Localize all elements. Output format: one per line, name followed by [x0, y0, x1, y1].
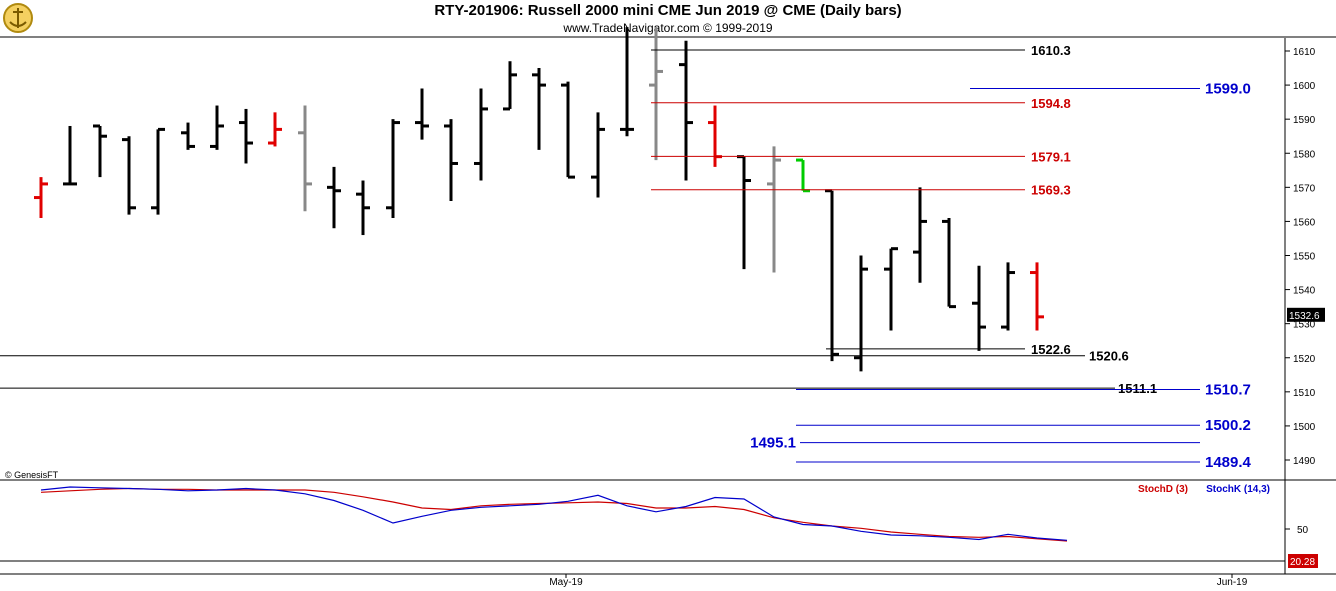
price-tick-label: 1510 [1293, 388, 1316, 399]
level-label: 1489.4 [1205, 454, 1252, 471]
ohlc-bar [854, 255, 868, 372]
price-tick-label: 1540 [1293, 286, 1316, 297]
ohlc-bar [268, 112, 282, 147]
ohlc-bar [93, 124, 107, 178]
price-tick-label: 1520 [1293, 354, 1316, 365]
ohlc-bar [532, 68, 546, 150]
ohlc-bar [884, 247, 898, 331]
level-label: 1520.6 [1089, 349, 1129, 364]
price-tick-label: 1550 [1293, 252, 1316, 263]
ohlc-bar [972, 265, 986, 351]
ohlc-bar [63, 125, 77, 186]
ohlc-bar [34, 177, 48, 219]
ohlc-bar [708, 105, 722, 167]
ohlc-bar [1030, 262, 1044, 331]
ohlc-bar [239, 108, 253, 164]
ohlc-bar [737, 155, 751, 270]
level-label: 1495.1 [750, 435, 796, 452]
ohlc-bar [151, 127, 165, 215]
stoch-d-line [40, 487, 1068, 542]
price-tick-label: 1580 [1293, 149, 1316, 160]
stoch-last-label: 20.28 [1290, 557, 1315, 568]
ohlc-bar [386, 119, 400, 219]
ohlc-bar [825, 189, 839, 362]
price-tick-label: 1490 [1293, 456, 1316, 467]
x-label-jun: Jun-19 [1217, 577, 1248, 588]
price-tick-label: 1570 [1293, 183, 1316, 194]
stoch-d-legend: StochD (3) [1138, 484, 1188, 495]
last-price-label: 1532.6 [1289, 311, 1320, 322]
last-price-box [1287, 307, 1325, 322]
ohlc-bar [181, 122, 195, 150]
level-label: 1594.8 [1031, 96, 1071, 111]
ohlc-bar [679, 40, 693, 181]
stoch-k-line [40, 486, 1068, 541]
ohlc-bar [444, 119, 458, 201]
level-label: 1510.7 [1205, 381, 1251, 398]
stoch-copyright: © GenesisFT [5, 470, 59, 480]
ohlc-bar [796, 158, 810, 193]
ohlc-bar [649, 27, 663, 161]
price-tick-label: 1560 [1293, 217, 1316, 228]
stoch-k-legend: StochK (14,3) [1206, 484, 1270, 495]
stoch-tick-label: 50 [1297, 525, 1309, 536]
chart-title: RTY-201906: Russell 2000 mini CME Jun 20… [434, 2, 902, 19]
trade-navigator-logo-icon [2, 2, 34, 34]
price-tick-label: 1590 [1293, 115, 1316, 126]
ohlc-bar [561, 81, 575, 179]
price-tick-label: 1530 [1293, 320, 1316, 331]
ohlc-bar [942, 218, 956, 309]
level-label: 1522.6 [1031, 342, 1071, 357]
ohlc-bar [122, 136, 136, 215]
stoch-last-box [1288, 554, 1318, 568]
ohlc-bar [913, 187, 927, 283]
level-label: 1500.2 [1205, 417, 1251, 434]
price-tick-label: 1600 [1293, 81, 1316, 92]
ohlc-bar [298, 105, 312, 212]
level-label: 1599.0 [1205, 80, 1251, 97]
ohlc-bar [620, 27, 634, 137]
x-label-may: May-19 [549, 577, 583, 588]
ohlc-bar [415, 88, 429, 140]
ohlc-bar [503, 61, 517, 111]
ohlc-bar [210, 105, 224, 150]
level-label: 1579.1 [1031, 149, 1071, 164]
level-label: 1569.3 [1031, 183, 1071, 198]
ohlc-bar [356, 180, 370, 236]
ohlc-bar [327, 166, 341, 229]
ohlc-bar [474, 88, 488, 181]
ohlc-bar [591, 112, 605, 198]
ohlc-bar [1001, 262, 1015, 331]
ohlc-bar [767, 146, 781, 273]
chart-subtitle: www.TradeNavigator.com © 1999-2019 [563, 21, 773, 35]
level-label: 1511.1 [1118, 381, 1157, 396]
price-tick-label: 1500 [1293, 422, 1316, 433]
price-tick-label: 1610 [1293, 47, 1316, 58]
level-label: 1610.3 [1031, 43, 1071, 58]
